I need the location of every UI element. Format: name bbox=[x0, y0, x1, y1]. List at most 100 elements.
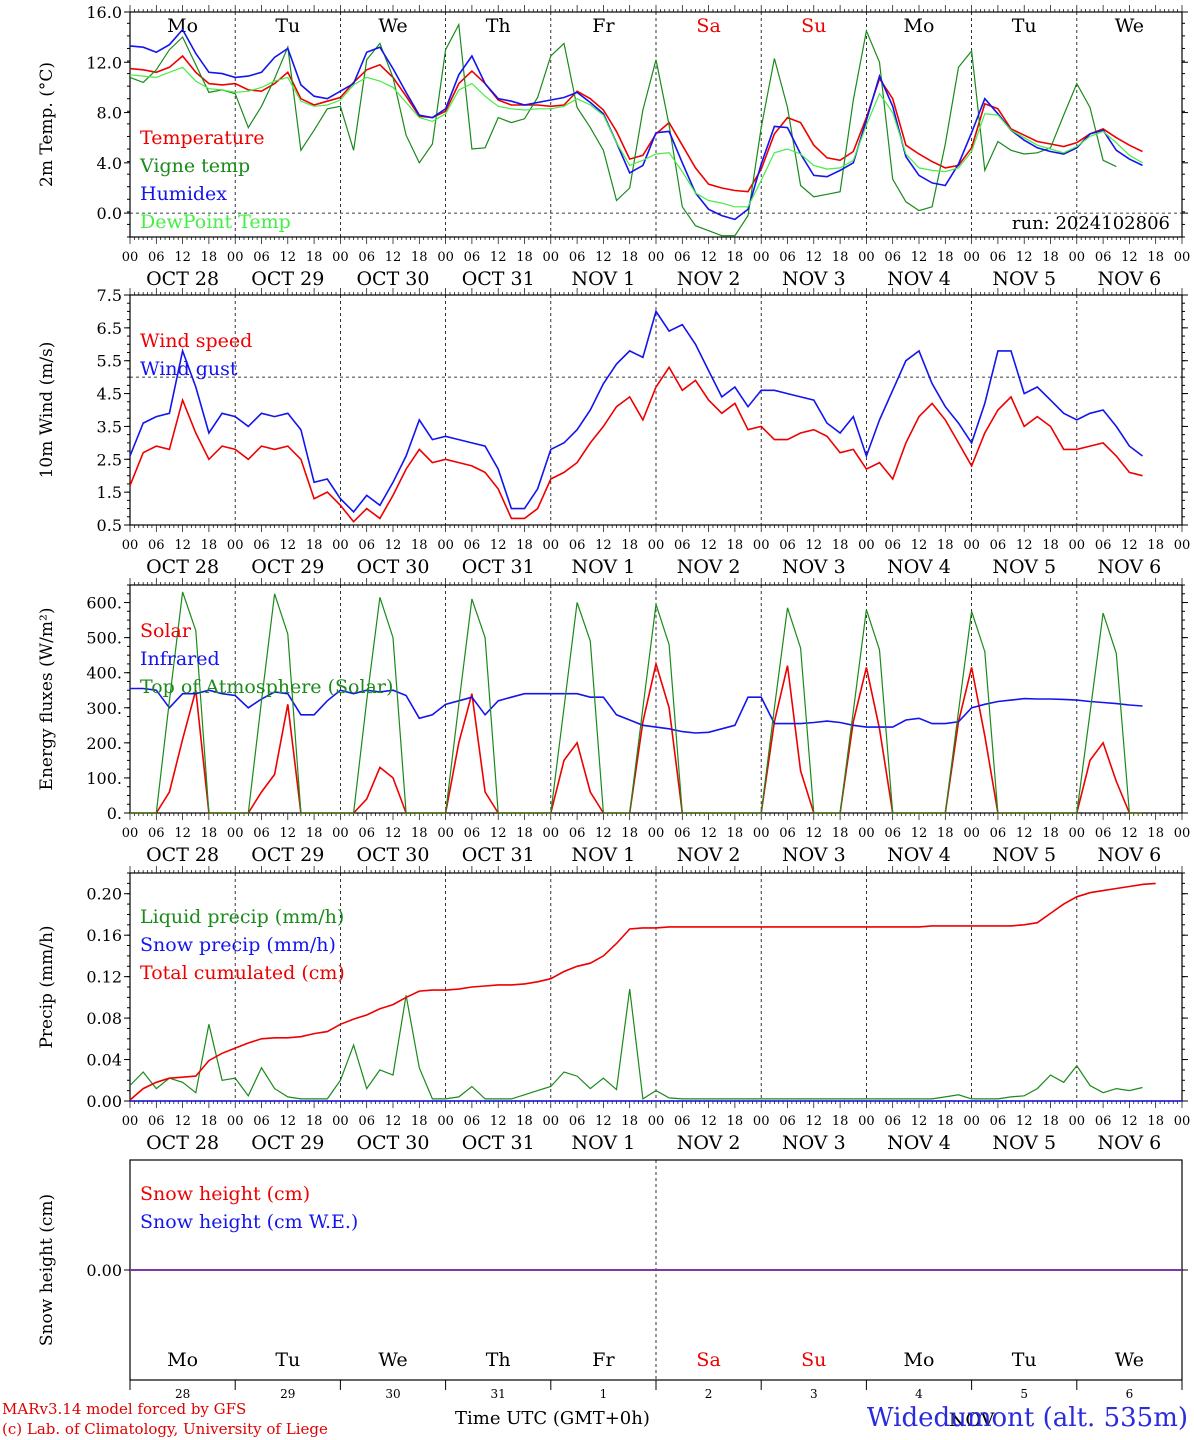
panel1-day-label: OCT 31 bbox=[462, 268, 535, 290]
panel3-day-label: NOV 2 bbox=[677, 844, 741, 866]
panel4-day-label: NOV 3 bbox=[782, 1132, 846, 1154]
panel2-hour-label: 00 bbox=[332, 538, 349, 553]
panel2-hour-label: 18 bbox=[727, 538, 744, 553]
x-axis-title: Time UTC (GMT+0h) bbox=[455, 1408, 650, 1429]
panel3-hour-label: 06 bbox=[358, 826, 375, 841]
panel4-legend-entry: Liquid precip (mm/h) bbox=[140, 906, 344, 928]
panel4-series-line-3 bbox=[129, 882, 1156, 1101]
panel4-hour-label: 18 bbox=[516, 1114, 533, 1129]
panel5-weekday-label: Mo bbox=[904, 1349, 935, 1371]
panel5-weekday-label: Fr bbox=[592, 1349, 615, 1371]
panel4-day-label: NOV 6 bbox=[1098, 1132, 1162, 1154]
panel1-hour-label: 00 bbox=[332, 250, 349, 265]
panel2-legend-entry: Wind gust bbox=[140, 358, 238, 380]
panel3-series-line-2 bbox=[130, 687, 1143, 734]
panel4-hour-label: 06 bbox=[779, 1114, 796, 1129]
panel4-ytick-label: 0.16 bbox=[86, 926, 122, 945]
panel2-hour-label: 18 bbox=[621, 538, 638, 553]
panel2-hour-label: 06 bbox=[358, 538, 375, 553]
panel4-hour-label: 00 bbox=[122, 1114, 139, 1129]
panel5-day-number: 2 bbox=[705, 1387, 713, 1401]
panel5-weekday-label: Su bbox=[801, 1349, 826, 1371]
panel2-ytick-label: 2.5 bbox=[97, 450, 122, 469]
panel1-weekday-label: Th bbox=[486, 15, 511, 37]
panel4-ytick-label: 0.08 bbox=[86, 1009, 122, 1028]
panel1-weekday-label: Su bbox=[801, 15, 826, 37]
panel3-ytick-label: 0. bbox=[107, 804, 122, 823]
panel2-hour-label: 00 bbox=[858, 538, 875, 553]
panel1-series-line-1 bbox=[129, 54, 1143, 193]
panel5-day-number: 5 bbox=[1020, 1387, 1028, 1401]
panel3-hour-label: 18 bbox=[832, 826, 849, 841]
panel1-hour-label: 06 bbox=[148, 250, 165, 265]
panel1-day-label: NOV 1 bbox=[572, 268, 636, 290]
panel1-hour-label: 06 bbox=[884, 250, 901, 265]
panel1-weekday-label: Tu bbox=[275, 15, 300, 37]
panel1-legend-entry: Humidex bbox=[140, 183, 227, 205]
panel1-weekday-label: We bbox=[1115, 15, 1144, 37]
panel3-hour-label: 00 bbox=[543, 826, 560, 841]
lab-credit: (c) Lab. of Climatology, University of L… bbox=[2, 1420, 328, 1438]
panel5-weekday-label: We bbox=[1115, 1349, 1144, 1371]
model-credit: MARv3.14 model forced by GFS bbox=[2, 1400, 247, 1418]
panel3-legend-entry: Infrared bbox=[140, 648, 220, 670]
panel4-day-label: OCT 31 bbox=[462, 1132, 535, 1154]
panel3-hour-label: 00 bbox=[648, 826, 665, 841]
panel2-legend-entry: Wind speed bbox=[140, 330, 252, 352]
panel5-weekday-label: Mo bbox=[167, 1349, 198, 1371]
panel1-hour-label: 12 bbox=[1121, 250, 1138, 265]
panel3-hour-label: 12 bbox=[1016, 826, 1033, 841]
panel1-hour-label: 18 bbox=[727, 250, 744, 265]
panel2-hour-label: 12 bbox=[806, 538, 823, 553]
panel2-hour-label: 06 bbox=[779, 538, 796, 553]
panel3-hour-label: 18 bbox=[1147, 826, 1164, 841]
panel2-ytick-label: 4.5 bbox=[97, 385, 122, 404]
panel2-hour-label: 06 bbox=[569, 538, 586, 553]
panel1-hour-label: 06 bbox=[464, 250, 481, 265]
panel2-day-label: OCT 30 bbox=[356, 556, 429, 578]
panel1-hour-label: 12 bbox=[1016, 250, 1033, 265]
panel1-ylabel: 2m Temp. (°C) bbox=[37, 62, 57, 187]
panel2-hour-label: 18 bbox=[306, 538, 323, 553]
panel3-series-line-1 bbox=[130, 660, 1143, 814]
panel4-hour-label: 00 bbox=[648, 1114, 665, 1129]
panel5-weekday-label: We bbox=[378, 1349, 407, 1371]
panel1-legend-entry: Temperature bbox=[140, 127, 264, 149]
panel2-day-label: NOV 3 bbox=[782, 556, 846, 578]
panel1-hour-label: 18 bbox=[516, 250, 533, 265]
panel1-ytick-label: 8.0 bbox=[97, 104, 122, 123]
panel3-hour-label: 06 bbox=[674, 826, 691, 841]
panel1-legend-entry: DewPoint Temp bbox=[140, 211, 291, 233]
panel4-hour-label: 06 bbox=[464, 1114, 481, 1129]
panel4-hour-label: 18 bbox=[832, 1114, 849, 1129]
panel3-hour-label: 06 bbox=[990, 826, 1007, 841]
panel1-ytick-label: 4.0 bbox=[97, 154, 122, 173]
panel4-hour-label: 12 bbox=[1121, 1114, 1138, 1129]
panel4-hour-label: 18 bbox=[1147, 1114, 1164, 1129]
panel2-hour-label: 12 bbox=[174, 538, 191, 553]
panel4-ytick-label: 0.04 bbox=[86, 1051, 122, 1070]
panel3-hour-label: 12 bbox=[490, 826, 507, 841]
panel3-day-label: NOV 3 bbox=[782, 844, 846, 866]
panel1-series-line-3 bbox=[129, 28, 1143, 221]
panel2-hour-label: 18 bbox=[201, 538, 218, 553]
panel2-hour-label: 18 bbox=[1042, 538, 1059, 553]
panel5-day-number: 1 bbox=[600, 1387, 608, 1401]
panel1-day-label: NOV 2 bbox=[677, 268, 741, 290]
panel4-legend-entry: Snow precip (mm/h) bbox=[140, 934, 336, 956]
panel3-day-label: NOV 4 bbox=[887, 844, 951, 866]
panel5-day-number: 31 bbox=[491, 1387, 506, 1401]
panel2-hour-label: 18 bbox=[411, 538, 428, 553]
panel4-hour-label: 18 bbox=[621, 1114, 638, 1129]
panel4-day-label: OCT 29 bbox=[251, 1132, 324, 1154]
panel3-hour-label: 00 bbox=[963, 826, 980, 841]
panel2-hour-label: 18 bbox=[516, 538, 533, 553]
panel5-legend-entry: Snow height (cm) bbox=[140, 1183, 310, 1205]
panel3-hour-label: 12 bbox=[385, 826, 402, 841]
panel2-hour-label: 12 bbox=[385, 538, 402, 553]
panel4-hour-label: 00 bbox=[543, 1114, 560, 1129]
panel4-ytick-label: 0.00 bbox=[86, 1092, 122, 1111]
panel2-hour-label: 00 bbox=[122, 538, 139, 553]
panel5-legend-entry: Snow height (cm W.E.) bbox=[140, 1211, 358, 1233]
panel3-hour-label: 12 bbox=[911, 826, 928, 841]
